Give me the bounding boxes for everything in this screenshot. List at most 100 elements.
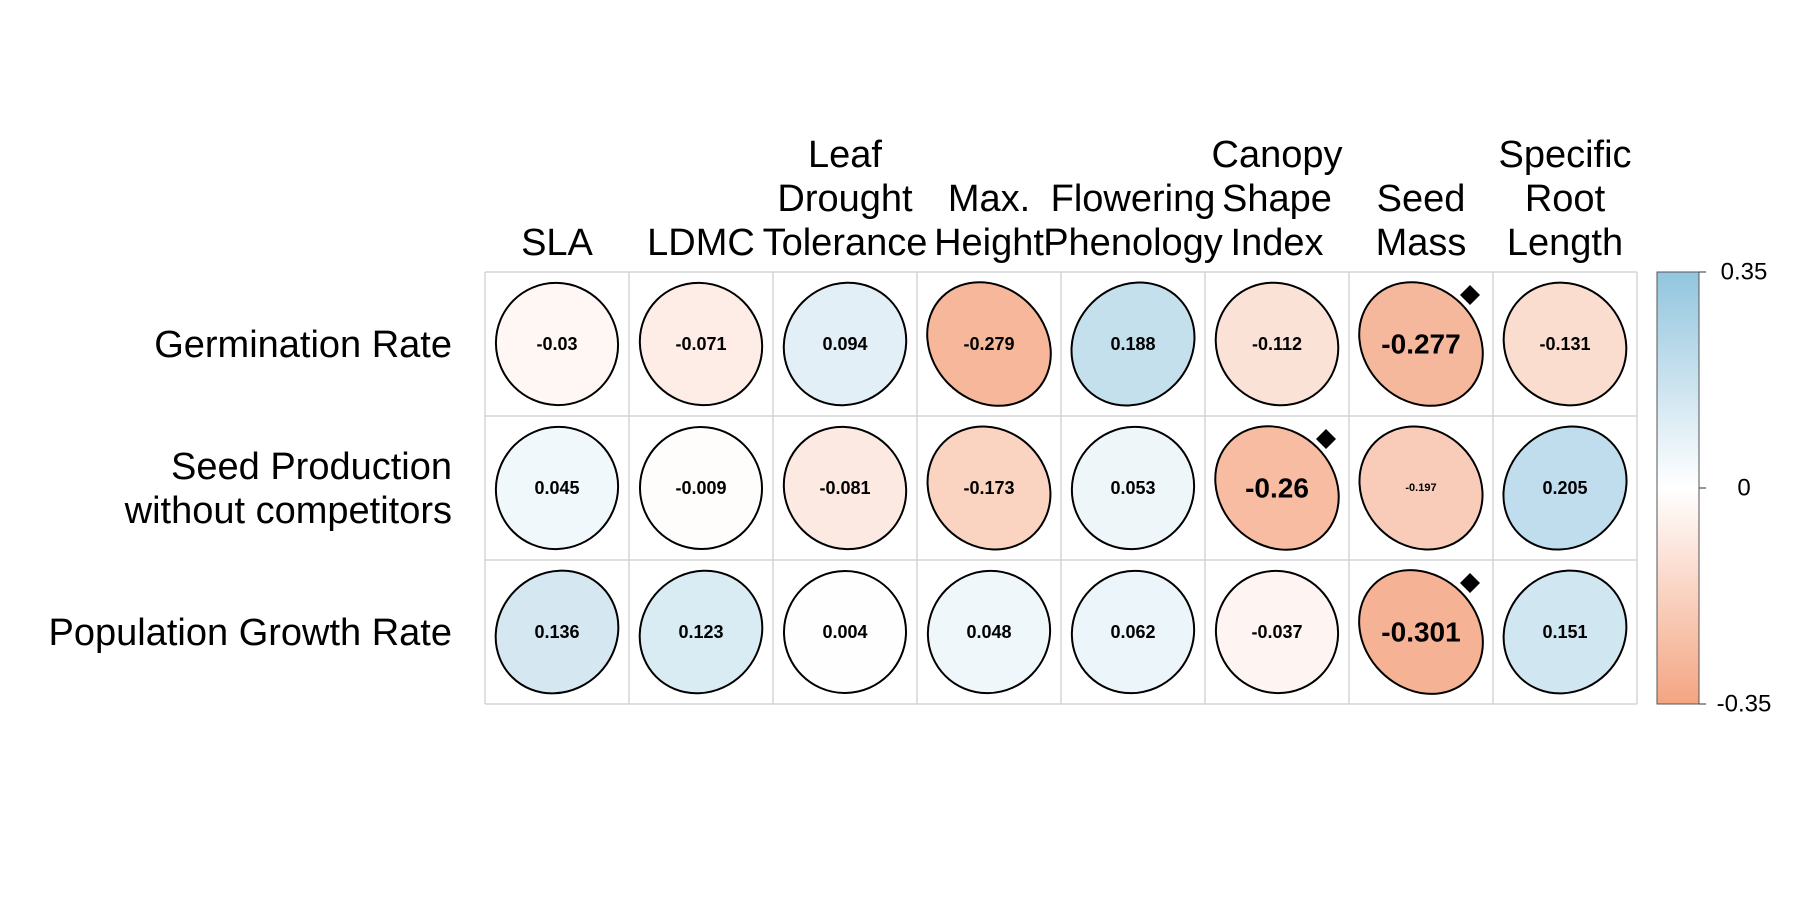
cell-value-label: 0.136 bbox=[534, 622, 579, 642]
row-label-line: Population Growth Rate bbox=[49, 612, 452, 654]
correlation-ellipse bbox=[494, 569, 620, 695]
cell-value-label: 0.123 bbox=[678, 622, 723, 642]
column-label-line: Height bbox=[934, 222, 1044, 264]
correlation-ellipse bbox=[782, 425, 908, 551]
correlation-ellipse bbox=[638, 281, 764, 407]
correlation-ellipse bbox=[638, 425, 764, 551]
cell-value-label: -0.173 bbox=[963, 478, 1014, 498]
cell-value-label: -0.197 bbox=[1405, 482, 1436, 494]
correlation-cell: -0.26 bbox=[1214, 425, 1340, 551]
column-label: SLA bbox=[521, 222, 593, 264]
correlation-ellipse bbox=[1214, 569, 1340, 695]
correlation-cell: 0.188 bbox=[1070, 281, 1196, 407]
column-label: LDMC bbox=[647, 222, 755, 264]
cell-value-label: -0.301 bbox=[1381, 617, 1460, 648]
correlation-ellipse bbox=[1070, 281, 1196, 407]
column-label-line: Max. bbox=[948, 178, 1030, 220]
correlation-cell: -0.131 bbox=[1502, 281, 1628, 407]
correlation-ellipse bbox=[782, 569, 908, 695]
correlation-ellipse bbox=[1358, 281, 1484, 407]
cell-value-label: -0.112 bbox=[1252, 334, 1302, 354]
column-label-line: Mass bbox=[1376, 222, 1467, 264]
scale-tick-label: 0.35 bbox=[1721, 259, 1768, 286]
correlation-cell: 0.045 bbox=[494, 425, 620, 551]
correlation-cell: -0.279 bbox=[926, 281, 1052, 407]
column-label-line: Root bbox=[1525, 178, 1606, 220]
correlation-ellipse bbox=[926, 425, 1052, 551]
significance-diamond-icon bbox=[1460, 285, 1480, 305]
column-label-line: Flowering bbox=[1051, 178, 1216, 220]
cell-value-label: 0.205 bbox=[1542, 478, 1587, 498]
cell-value-label: -0.037 bbox=[1251, 622, 1302, 642]
correlation-ellipse bbox=[1070, 569, 1196, 695]
correlation-ellipse bbox=[494, 281, 620, 407]
column-label-line: Tolerance bbox=[763, 222, 928, 264]
correlation-cell: -0.173 bbox=[926, 425, 1052, 551]
column-label-line: Shape bbox=[1222, 178, 1332, 220]
correlation-ellipse bbox=[1214, 281, 1340, 407]
correlation-cell: 0.205 bbox=[1502, 425, 1628, 551]
column-label-line: Phenology bbox=[1043, 222, 1223, 264]
correlation-ellipse bbox=[782, 281, 908, 407]
correlation-cell: 0.136 bbox=[494, 569, 620, 695]
cells: -0.03 -0.071 0.094 -0.279 0.188 -0.112 -0.277 -… bbox=[494, 281, 1628, 695]
cell-value-label: -0.26 bbox=[1245, 473, 1309, 504]
color-scale: 0.35 0 -0.35 bbox=[1656, 259, 1771, 718]
column-label-line: Drought bbox=[777, 178, 913, 220]
cell-value-label: -0.071 bbox=[675, 334, 726, 354]
color-scale-bar bbox=[1656, 271, 1700, 705]
correlation-ellipse bbox=[1502, 569, 1628, 695]
cell-value-label: 0.004 bbox=[822, 622, 867, 642]
correlation-cell: -0.197 bbox=[1358, 425, 1484, 551]
correlation-ellipse bbox=[1358, 569, 1484, 695]
cell-value-label: -0.279 bbox=[963, 334, 1014, 354]
row-label: Germination Rate bbox=[154, 324, 452, 366]
cell-value-label: 0.062 bbox=[1110, 622, 1155, 642]
column-label-line: LDMC bbox=[647, 222, 755, 264]
row-label-line: without competitors bbox=[124, 490, 452, 532]
cell-value-label: 0.151 bbox=[1542, 622, 1587, 642]
correlation-ellipse bbox=[494, 425, 620, 551]
cell-value-label: -0.277 bbox=[1381, 329, 1460, 360]
correlation-cell: -0.071 bbox=[638, 281, 764, 407]
column-label-line: SLA bbox=[521, 222, 593, 264]
correlation-cell: 0.062 bbox=[1070, 569, 1196, 695]
row-label-line: Germination Rate bbox=[154, 324, 452, 366]
correlation-ellipse bbox=[1502, 281, 1628, 407]
correlation-cell: 0.151 bbox=[1502, 569, 1628, 695]
correlation-cell: 0.123 bbox=[638, 569, 764, 695]
correlation-cell: 0.094 bbox=[782, 281, 908, 407]
column-label-line: Specific bbox=[1498, 134, 1631, 176]
column-label-line: Leaf bbox=[808, 134, 882, 176]
correlation-ellipse bbox=[926, 281, 1052, 407]
row-label-line: Seed Production bbox=[171, 446, 452, 488]
significance-diamond-icon bbox=[1316, 429, 1336, 449]
correlation-ellipse bbox=[1358, 425, 1484, 551]
cell-value-label: -0.009 bbox=[675, 478, 726, 498]
correlation-cell: -0.03 bbox=[494, 281, 620, 407]
correlation-cell: 0.004 bbox=[782, 569, 908, 695]
row-label: Population Growth Rate bbox=[49, 612, 452, 654]
correlation-cell: 0.053 bbox=[1070, 425, 1196, 551]
correlation-cell: 0.048 bbox=[926, 569, 1052, 695]
correlation-ellipse bbox=[1070, 425, 1196, 551]
correlation-cell: -0.301 bbox=[1358, 569, 1484, 695]
scale-tick-label: 0 bbox=[1737, 475, 1750, 502]
cell-value-label: 0.053 bbox=[1110, 478, 1155, 498]
grid bbox=[484, 271, 1638, 705]
correlation-cell: -0.009 bbox=[638, 425, 764, 551]
correlation-ellipse bbox=[926, 569, 1052, 695]
correlation-ellipse bbox=[1214, 425, 1340, 551]
column-label-line: Index bbox=[1231, 222, 1324, 264]
column-label-line: Canopy bbox=[1212, 134, 1343, 176]
column-label-line: Length bbox=[1507, 222, 1623, 264]
cell-value-label: -0.131 bbox=[1539, 334, 1590, 354]
cell-value-label: 0.048 bbox=[966, 622, 1011, 642]
